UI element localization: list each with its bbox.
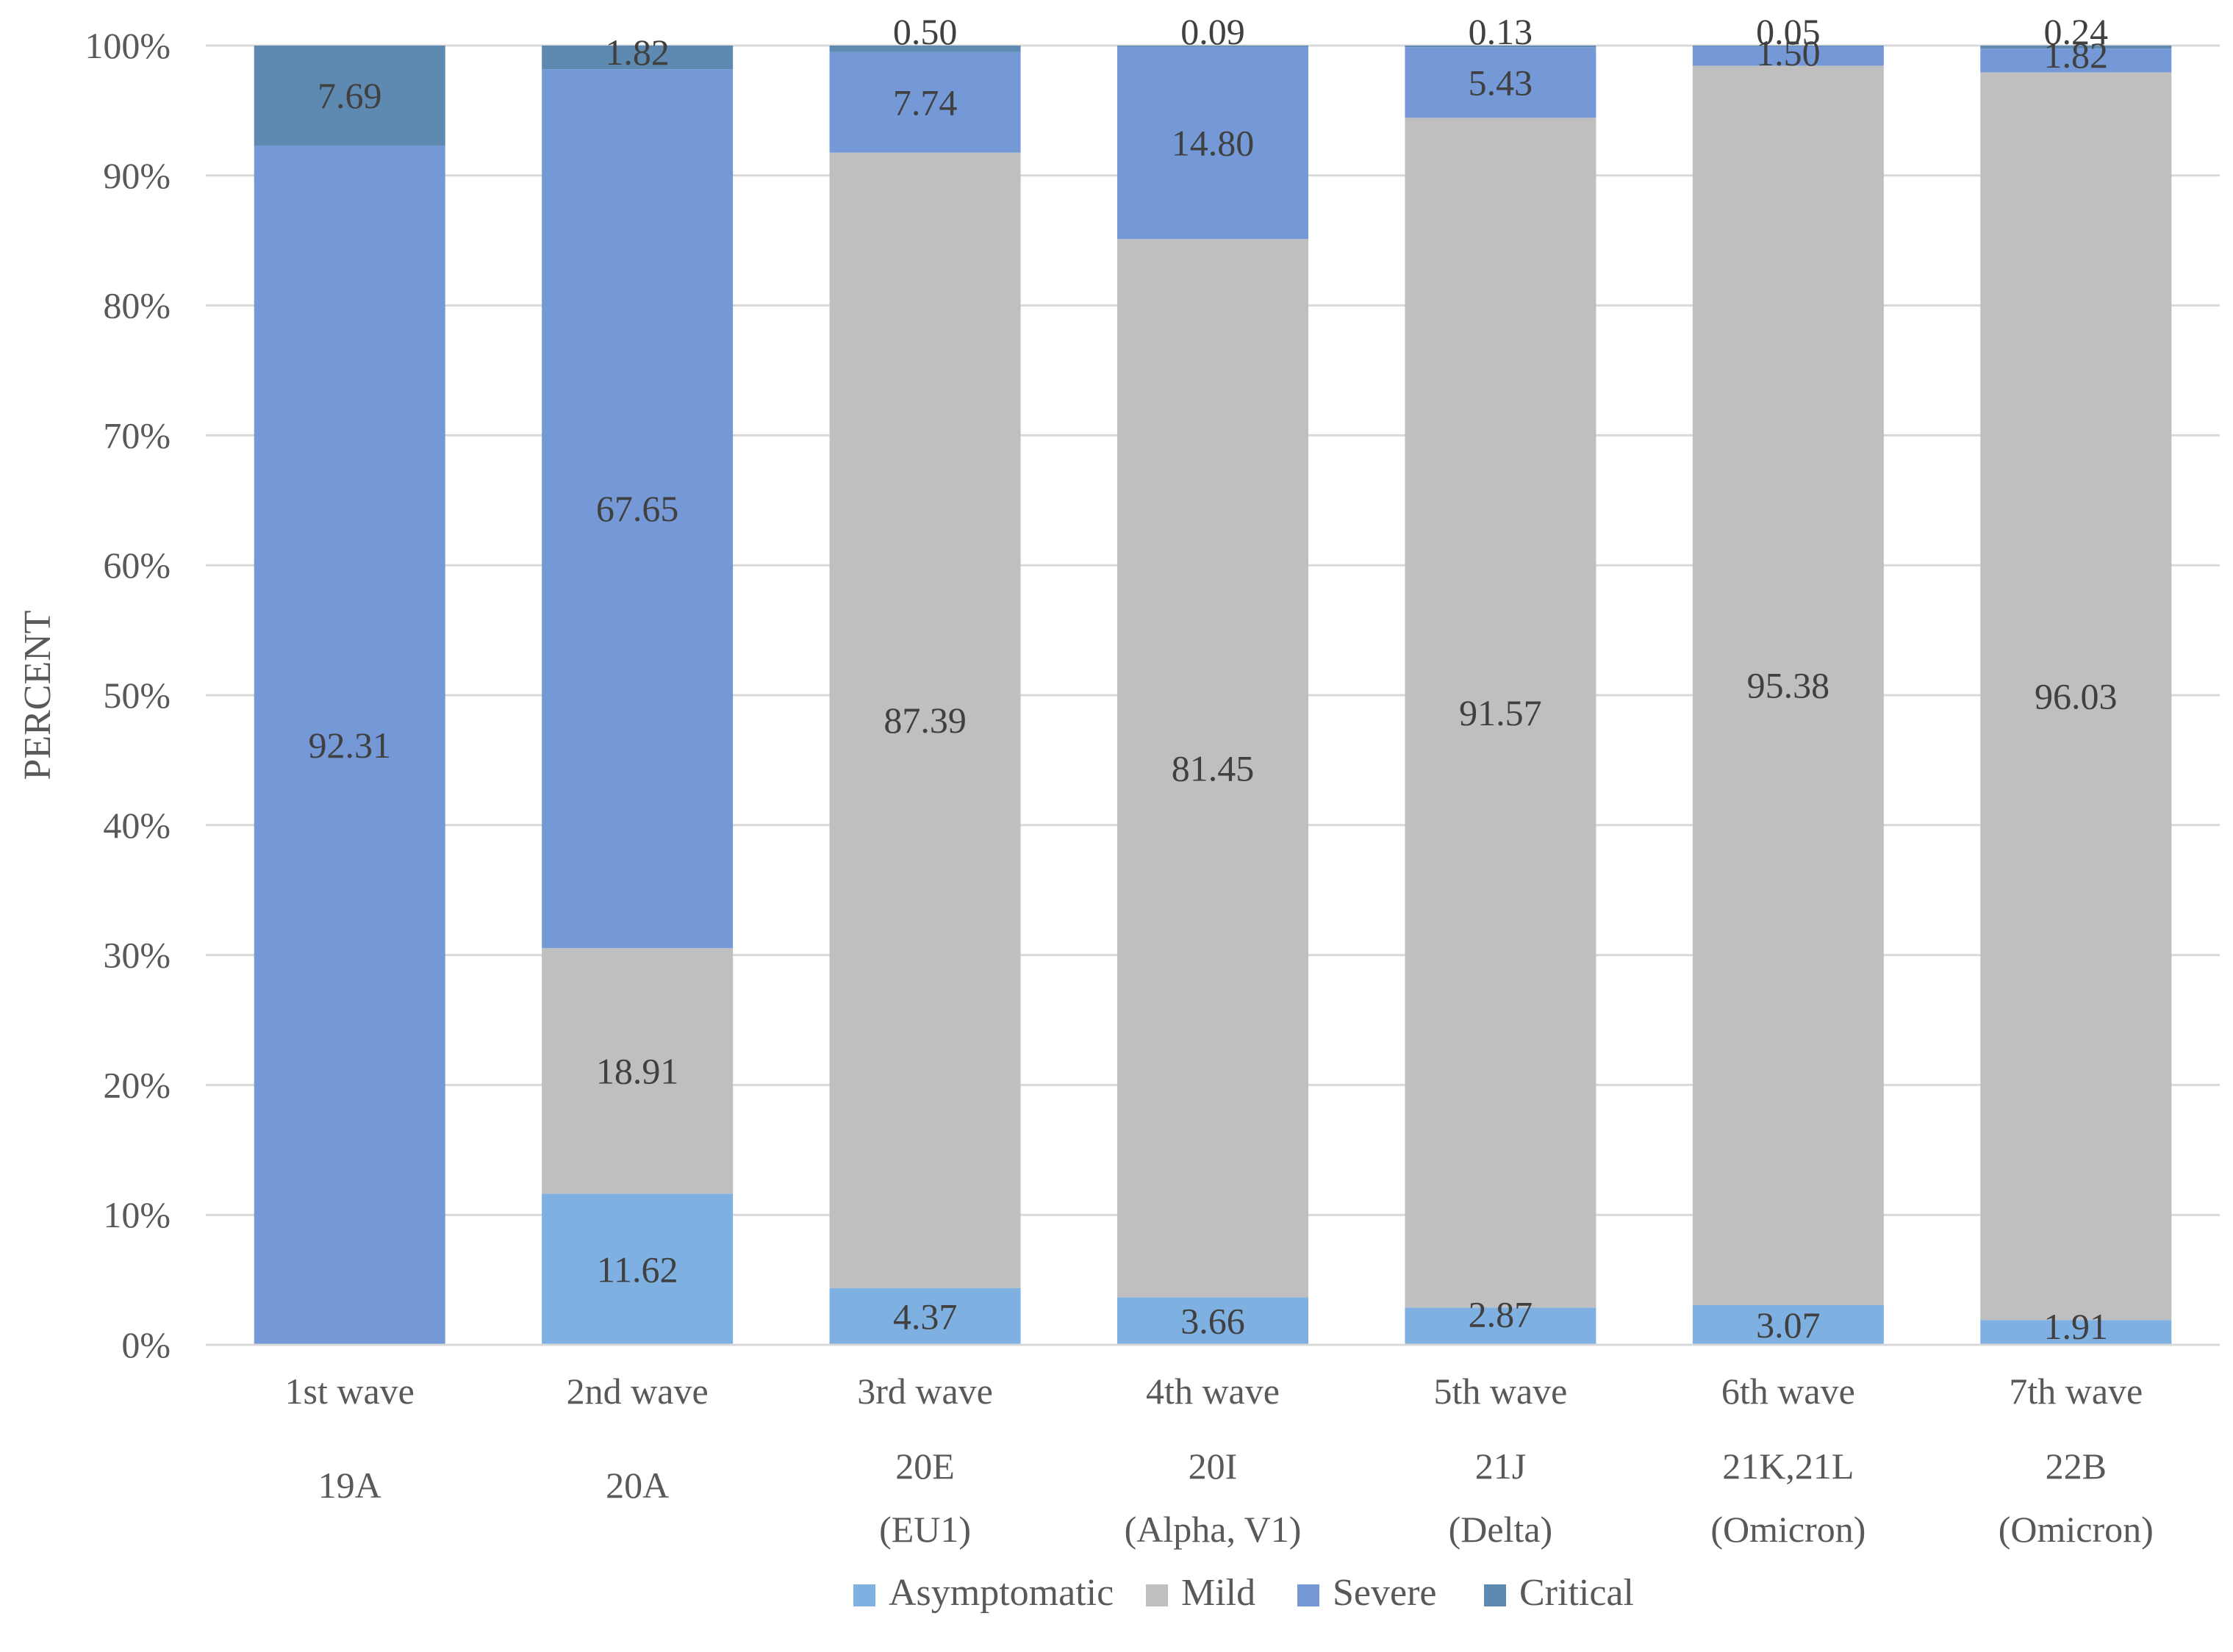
- x-category-label: (Delta): [1449, 1509, 1553, 1550]
- y-tick-label: 30%: [103, 935, 171, 976]
- legend-swatch: [1484, 1584, 1506, 1606]
- bar-segment-mild: [542, 948, 734, 1194]
- x-category-label: (Alpha, V1): [1125, 1509, 1302, 1550]
- data-label: 3.66: [1180, 1301, 1245, 1342]
- data-label: 7.74: [893, 82, 958, 123]
- x-category-label: 22B: [2046, 1446, 2107, 1487]
- bar-segment-critical: [1980, 46, 2172, 49]
- data-label: 0.24: [2044, 11, 2109, 52]
- data-label: 92.31: [308, 725, 391, 766]
- x-category-label: (Omicron): [1999, 1509, 2154, 1550]
- x-category-label: 4th wave: [1146, 1371, 1280, 1412]
- bar-segment-mild: [829, 152, 1021, 1288]
- x-category-label: 21K,21L: [1722, 1446, 1854, 1487]
- data-label: 11.62: [597, 1249, 678, 1290]
- data-label: 0.13: [1469, 11, 1533, 52]
- x-category-label: 5th wave: [1433, 1371, 1567, 1412]
- y-tick-label: 70%: [103, 414, 171, 456]
- y-tick-label: 100%: [85, 25, 171, 66]
- data-labels: 92.31 7.69 11.62 18.91 67.65 1.82 4.37 87.39 7.7…: [308, 11, 2117, 1347]
- data-label: 2.87: [1469, 1293, 1533, 1335]
- y-tick-label: 50%: [103, 675, 171, 716]
- bar-segment-critical: [254, 46, 445, 146]
- legend-item-label: Critical: [1519, 1572, 1634, 1614]
- x-category-label: 2nd wave: [567, 1371, 709, 1412]
- bar-segment-mild: [1692, 65, 1884, 1305]
- data-label: 0.05: [1756, 11, 1821, 52]
- x-category-label: (EU1): [879, 1509, 971, 1550]
- bar-segment-asymptomatic: [1980, 1320, 2172, 1345]
- legend-item-label: Severe: [1333, 1572, 1436, 1614]
- data-label: 1.91: [2044, 1306, 2109, 1347]
- y-tick-label: 60%: [103, 545, 171, 586]
- x-category-label: 20A: [606, 1465, 669, 1506]
- data-label: 3.07: [1756, 1304, 1821, 1346]
- y-tick-label: 40%: [103, 805, 171, 846]
- x-category-label: 21J: [1475, 1446, 1526, 1487]
- y-tick-label: 80%: [103, 285, 171, 326]
- bar-segment-severe: [1980, 49, 2172, 73]
- x-category-label: 20I: [1189, 1446, 1238, 1487]
- legend-item-label: Mild: [1181, 1572, 1255, 1614]
- bar-segment-asymptomatic: [1117, 1297, 1308, 1345]
- y-tick-label: 20%: [103, 1064, 171, 1105]
- y-tick-label: 90%: [103, 155, 171, 196]
- bar-segment-asymptomatic: [1692, 1304, 1884, 1345]
- bar-segment-severe: [829, 51, 1021, 153]
- bar-segment-severe: [1692, 46, 1884, 66]
- bar-segment-asymptomatic: [1405, 1307, 1596, 1345]
- bar-segment-mild: [1980, 72, 2172, 1321]
- bar-segment-critical: [829, 46, 1021, 52]
- x-category-label: 7th wave: [2009, 1371, 2143, 1412]
- data-label: 96.03: [2035, 675, 2118, 717]
- x-category-label: 6th wave: [1721, 1371, 1855, 1412]
- data-label: 14.80: [1172, 122, 1255, 163]
- data-label: 87.39: [883, 700, 967, 741]
- data-label: 0.50: [893, 11, 958, 52]
- x-category-label: 19A: [318, 1465, 381, 1506]
- data-label: 4.37: [893, 1296, 958, 1337]
- bar-segment-severe: [542, 69, 734, 949]
- data-label: 95.38: [1747, 665, 1830, 706]
- x-category-label: 20E: [895, 1446, 955, 1487]
- legend-swatch: [853, 1584, 875, 1606]
- legend-swatch: [1146, 1584, 1168, 1606]
- bars: [254, 46, 2172, 1345]
- data-label: 18.91: [596, 1050, 679, 1091]
- bar-segment-critical: [1405, 46, 1596, 48]
- legend: Asymptomatic Mild Severe Critical: [853, 1572, 1634, 1614]
- data-label: 81.45: [1172, 747, 1255, 789]
- legend-item-label: Asymptomatic: [889, 1572, 1114, 1614]
- bar-segment-severe: [1117, 46, 1308, 240]
- bar-segment-severe: [1405, 47, 1596, 118]
- bar-segment-asymptomatic: [829, 1288, 1021, 1345]
- x-category-label: 1st wave: [285, 1371, 415, 1412]
- data-label: 0.09: [1180, 11, 1245, 52]
- data-label: 1.82: [2044, 35, 2109, 76]
- bar-segment-mild: [1117, 239, 1308, 1298]
- data-label: 67.65: [596, 488, 679, 529]
- x-category-label: (Omicron): [1710, 1509, 1865, 1550]
- data-label: 1.82: [605, 32, 670, 73]
- y-axis-title: PERCENT: [17, 610, 59, 780]
- bar-segment-severe: [254, 145, 445, 1345]
- x-category-label: 3rd wave: [857, 1371, 993, 1412]
- bar-segment-mild: [1405, 118, 1596, 1308]
- bar-segment-asymptomatic: [542, 1193, 734, 1345]
- data-label: 91.57: [1459, 692, 1542, 733]
- data-label: 7.69: [318, 75, 382, 116]
- data-label: 5.43: [1469, 62, 1533, 103]
- y-tick-label: 10%: [103, 1194, 171, 1235]
- legend-swatch: [1297, 1584, 1319, 1606]
- bar-segment-critical: [1117, 46, 1308, 47]
- bar-segment-critical: [542, 46, 734, 70]
- axes: 0% 10% 20% 30% 40% 50% 60% 70% 80% 90% 100% 1st wav…: [17, 25, 2220, 1550]
- y-tick-label: 0%: [121, 1324, 171, 1365]
- data-label: 1.50: [1756, 32, 1821, 73]
